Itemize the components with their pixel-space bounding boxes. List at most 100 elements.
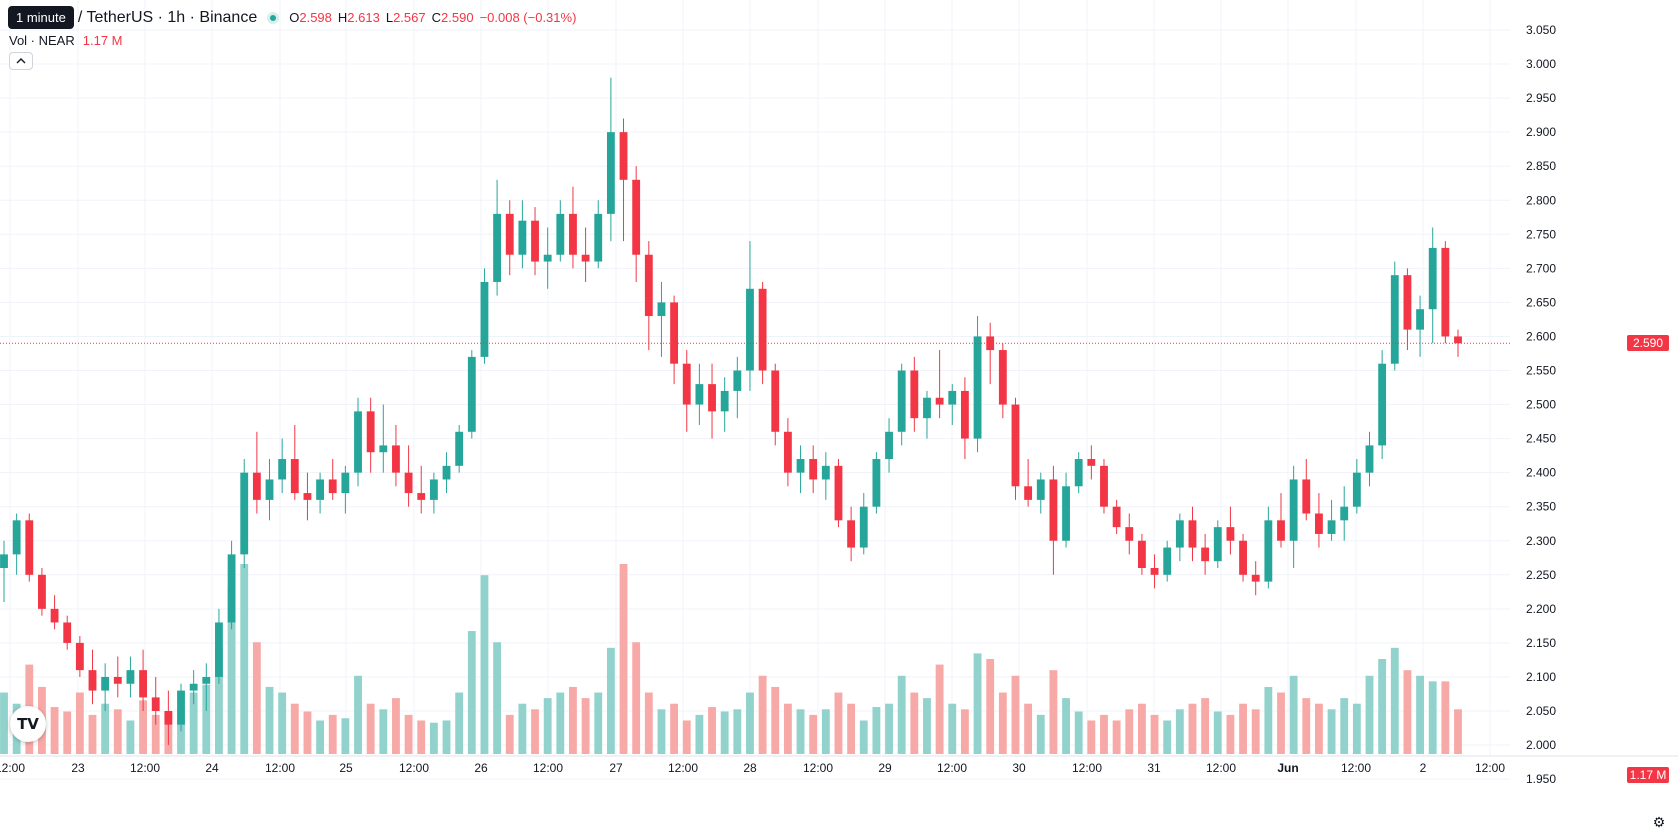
candle [543,227,552,289]
x-tick-label: 12:00 [668,761,698,775]
candle [1150,554,1159,589]
candle [720,377,729,432]
candle [139,649,147,711]
candle [328,459,337,500]
volume-bar [50,707,59,754]
candle [1403,268,1412,351]
candle-body [859,506,868,548]
y-tick-label: 2.150 [1526,636,1556,650]
ohlc-open: O2.598 [289,10,332,25]
candle [126,656,135,698]
volume-bar [113,709,122,754]
volume-bar [1441,681,1450,754]
volume-bar [885,703,893,754]
volume-bar [960,709,969,754]
candle [429,472,438,514]
gear-icon[interactable]: ⚙ [1652,814,1666,830]
candle-body [834,465,843,521]
candle-body [1289,479,1298,541]
candle-body [139,670,147,698]
volume-bar [1289,675,1298,754]
volume-bar [151,714,160,754]
candle-body [606,132,615,214]
candle [215,608,223,684]
candle [1087,445,1096,480]
volume-bar [1036,714,1045,754]
volume-bar [1011,675,1020,754]
volume-bar [240,564,249,754]
volume-bar [543,698,552,754]
volume-bar [1378,659,1387,754]
candle [1112,499,1121,534]
candle [455,424,464,473]
candle-body [1100,465,1108,507]
time-axis[interactable]: 12:00 23 12:00 24 12:00 25 12:00 26 12:00 27 12:00… [0,755,1678,775]
candle-body [404,472,413,494]
candle-body [1125,527,1134,541]
candle [556,200,565,262]
candle [75,636,84,677]
x-tick-label: 12:00 [1206,761,1236,775]
candle [1125,513,1134,555]
volume-bar [1226,714,1235,754]
volume-bar [910,692,919,754]
x-tick-label: 23 [71,761,85,775]
candle-body [215,622,223,677]
candle [480,268,489,364]
volume-bar [252,642,261,754]
volume-bar [1024,703,1033,754]
x-tick-label: 31 [1147,761,1161,775]
volume-bar [1188,703,1197,754]
candle-body [252,472,261,500]
y-tick-label: 3.050 [1526,23,1556,37]
symbol-legend: 1 minute / TetherUS · 1h · Binance O2.59… [8,6,576,29]
volume-bar [1213,711,1222,754]
volume-value: 1.17 M [82,33,123,48]
volume-bar [1251,709,1260,754]
price-axis[interactable]: 3.050 3.000 2.950 2.900 2.850 2.800 2.750 2.700… [1526,23,1556,786]
candle [783,418,792,487]
tradingview-logo[interactable]: TV [10,706,46,742]
candle-body [1036,479,1045,500]
interval-tooltip: 1 minute [8,6,74,29]
candle [417,465,426,514]
y-tick-label: 1.950 [1526,772,1556,786]
candle [88,649,97,705]
volume-bar [859,720,868,754]
candle [1239,533,1247,582]
symbol-title[interactable]: / TetherUS · 1h · Binance [77,8,258,26]
candle-body [467,356,476,432]
candle [1315,493,1323,548]
candle [379,404,388,473]
candle-body [1024,486,1033,500]
candle [50,595,59,630]
candle-body [720,390,729,412]
candle-body [644,254,653,317]
candle [1024,459,1033,507]
volume-bar [392,698,400,754]
candle-body [113,676,122,684]
candle [897,363,906,446]
candle [1340,486,1349,541]
volume-bar [227,586,236,754]
candle-body [594,213,603,262]
volume-bar [1087,720,1096,754]
volume-bar [1125,709,1134,754]
volume-bar [1277,692,1285,754]
candle [189,670,198,705]
x-tick-label: 12:00 [1072,761,1102,775]
volume-bar [1062,698,1070,754]
candle [758,281,767,385]
candle [290,424,299,500]
candle [632,166,641,282]
candle [240,459,249,568]
collapse-legend-button[interactable] [9,52,33,70]
candle [859,493,868,555]
volume-bar [63,711,72,754]
candle [1163,540,1172,582]
ohlc-low: L2.567 [385,10,426,25]
candle [25,513,34,582]
volume-bar [518,703,527,754]
volume-bar [202,684,211,754]
